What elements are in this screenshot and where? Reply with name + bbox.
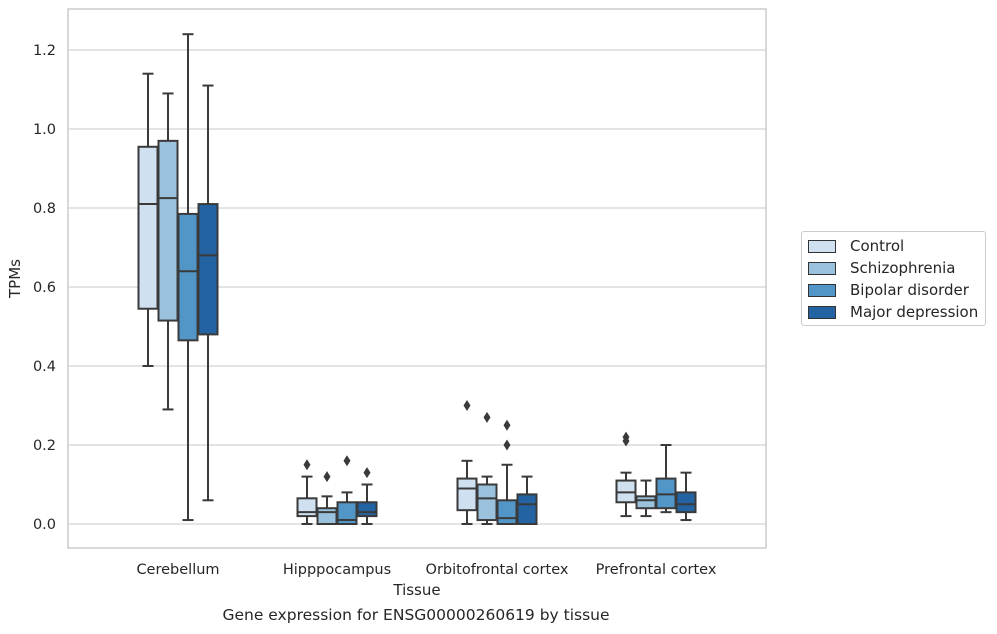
figure-caption: Gene expression for ENSG00000260619 by t… <box>222 606 610 624</box>
legend-item-schizophrenia: Schizophrenia <box>808 259 955 277</box>
box-prefrontal-cortex-schizophrenia <box>635 479 657 518</box>
x-tick-label-orbitofrontal-cortex: Orbitofrontal cortex <box>426 562 569 578</box>
legend-item-control: Control <box>808 237 904 255</box>
box-body <box>316 507 338 526</box>
outlier-point <box>503 439 511 451</box>
box-prefrontal-cortex-major-depression <box>675 471 697 522</box>
box-body <box>635 495 657 510</box>
box-orbitofrontal-cortex-control <box>456 400 478 525</box>
y-tick-label-1-0: 1.0 <box>33 122 56 138</box>
box-hipppocampus-bipolar-disorder <box>336 455 358 525</box>
box-body <box>675 491 697 514</box>
box-body <box>137 145 159 310</box>
box-body <box>157 139 179 322</box>
x-tick-label-hipppocampus: Hipppocampus <box>283 562 391 578</box>
box-orbitofrontal-cortex-major-depression <box>516 475 538 525</box>
outlier-point <box>463 400 471 411</box>
box-body <box>476 483 498 522</box>
legend-label-control: Control <box>850 237 905 255</box>
box-body <box>356 501 378 518</box>
box-body <box>496 499 518 525</box>
outlier-point <box>323 471 331 483</box>
box-hipppocampus-major-depression <box>356 467 378 525</box>
legend-swatch-schizophrenia <box>808 261 836 275</box>
legend-label-bipolar-disorder: Bipolar disorder <box>850 281 969 299</box>
box-orbitofrontal-cortex-bipolar-disorder <box>496 419 518 525</box>
box-hipppocampus-schizophrenia <box>316 471 338 526</box>
x-tick-labels: Cerebellum Hipppocampus Orbitofrontal cort… <box>136 562 716 578</box>
y-tick-label-0-6: 0.6 <box>33 280 56 296</box>
x-tick-label-prefrontal-cortex: Prefrontal cortex <box>596 562 717 578</box>
x-axis-title: Tissue <box>392 581 440 599</box>
box-body <box>516 493 538 525</box>
box-cerebellum-bipolar-disorder <box>177 33 199 522</box>
x-tick-label-cerebellum: Cerebellum <box>136 562 219 578</box>
legend-swatch-control <box>808 239 836 253</box>
y-tick-label-0-2: 0.2 <box>33 438 56 454</box>
box-cerebellum-schizophrenia <box>157 92 179 411</box>
outlier-point <box>363 467 371 479</box>
box-cerebellum-major-depression <box>197 84 219 502</box>
legend-item-major-depression: Major depression <box>808 303 978 321</box>
box-hipppocampus-control <box>296 459 318 525</box>
box-body <box>296 497 318 518</box>
legend-swatch-bipolar-disorder <box>808 283 836 297</box>
outlier-point <box>303 459 311 471</box>
box-body <box>177 212 199 342</box>
y-axis-title: TPMs <box>6 259 24 299</box>
box-body <box>197 203 219 336</box>
outlier-point <box>622 431 630 443</box>
y-tick-label-0-8: 0.8 <box>33 201 56 217</box>
y-tick-label-1-2: 1.2 <box>33 43 56 59</box>
plot-frame <box>67 8 767 549</box>
box-cerebellum-control <box>137 72 159 367</box>
box-prefrontal-cortex-bipolar-disorder <box>655 444 677 514</box>
outlier-point <box>343 455 351 467</box>
outlier-point <box>503 419 511 431</box>
outlier-point <box>483 411 491 423</box>
y-tick-label-0-4: 0.4 <box>33 359 56 375</box>
box-prefrontal-cortex-control <box>615 431 637 518</box>
legend: Control Schizophrenia Bipolar disorder M… <box>801 231 986 326</box>
legend-swatch-major-depression <box>808 305 836 319</box>
legend-label-schizophrenia: Schizophrenia <box>850 259 956 277</box>
box-orbitofrontal-cortex-schizophrenia <box>476 411 498 525</box>
box-body <box>456 477 478 512</box>
legend-label-major-depression: Major depression <box>850 303 979 321</box>
y-tick-label-0-0: 0.0 <box>33 517 56 533</box>
box-plot-series <box>137 33 697 526</box>
y-tick-labels: 0.0 0.2 0.4 0.6 0.8 1.0 1.2 <box>33 43 56 533</box>
legend-item-bipolar-disorder: Bipolar disorder <box>808 281 969 299</box>
